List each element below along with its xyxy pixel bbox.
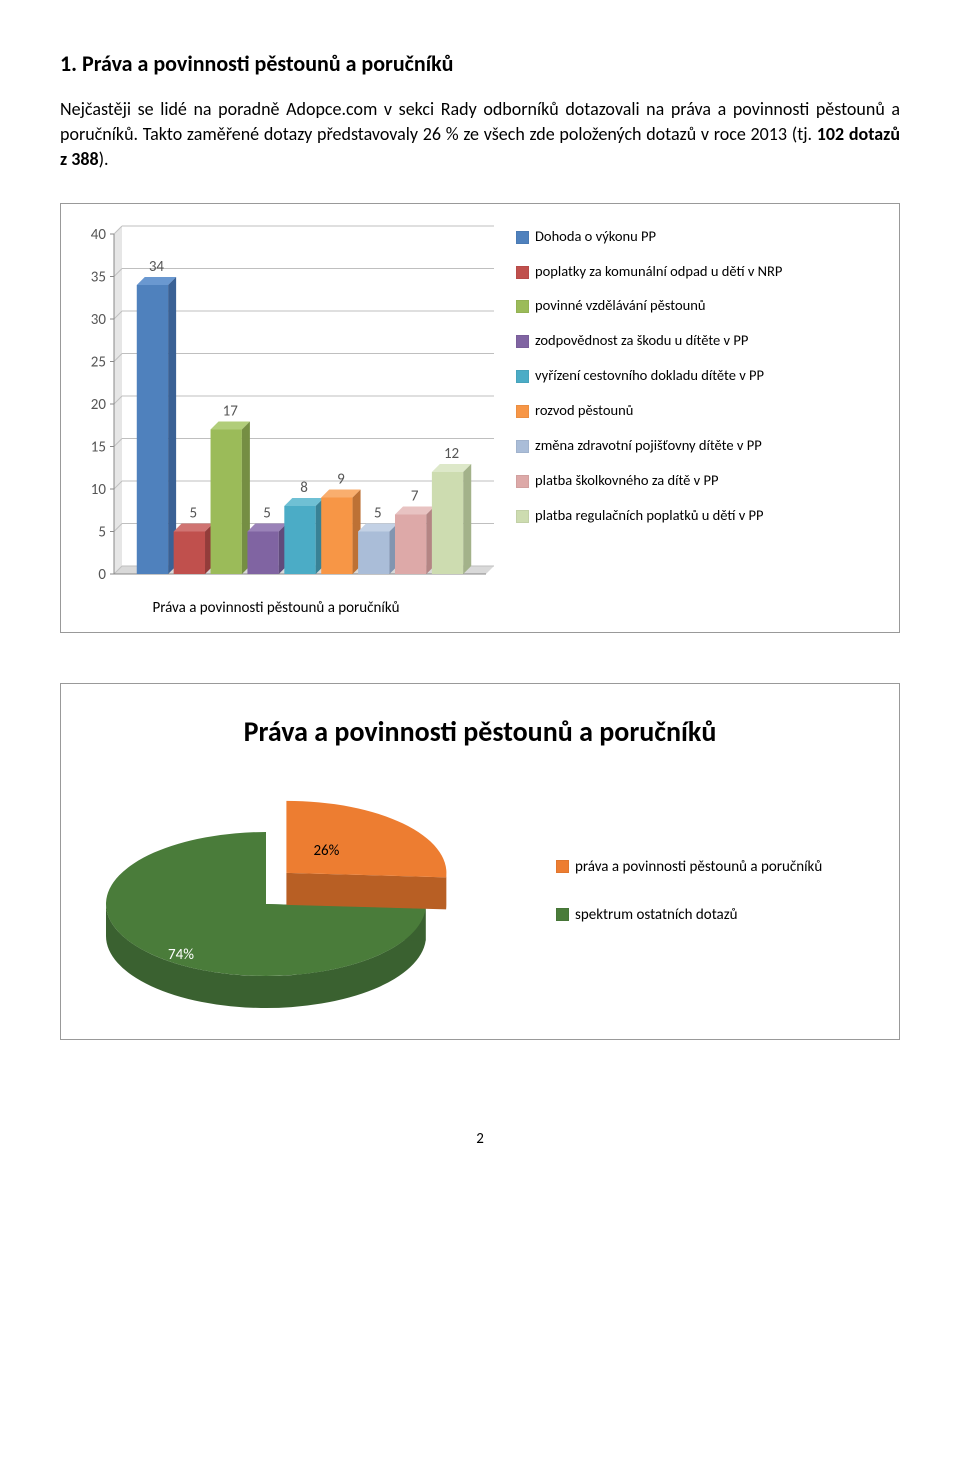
legend-label: změna zdravotní pojišťovny dítěte v PP	[535, 438, 762, 454]
legend-swatch	[516, 405, 529, 418]
svg-text:0: 0	[98, 566, 106, 584]
legend-item: vyřízení cestovního dokladu dítěte v PP	[516, 368, 782, 384]
legend-swatch	[516, 440, 529, 453]
legend-item: spektrum ostatních dotazů	[556, 906, 822, 924]
svg-text:12: 12	[444, 445, 459, 463]
legend-swatch	[516, 231, 529, 244]
legend-item: povinné vzdělávání pěstounů	[516, 298, 782, 314]
legend-label: platba školkovného za dítě v PP	[535, 473, 718, 489]
legend-label: poplatky za komunální odpad u dětí v NRP	[535, 264, 782, 280]
pie-chart-legend: práva a povinnosti pěstounů a poručníků s…	[556, 858, 822, 954]
legend-item: Dohoda o výkonu PP	[516, 229, 782, 245]
svg-text:10: 10	[91, 481, 107, 499]
page-number: 2	[60, 1130, 900, 1148]
legend-swatch	[516, 370, 529, 383]
svg-text:8: 8	[300, 479, 308, 497]
svg-text:9: 9	[337, 470, 345, 488]
section-title: 1. Práva a povinnosti pěstounů a poruční…	[60, 50, 900, 77]
svg-text:5: 5	[374, 504, 382, 522]
legend-swatch	[516, 300, 529, 313]
svg-text:20: 20	[91, 396, 107, 414]
svg-text:5: 5	[190, 504, 198, 522]
legend-item: poplatky za komunální odpad u dětí v NRP	[516, 264, 782, 280]
svg-text:17: 17	[223, 402, 239, 420]
legend-label: vyřízení cestovního dokladu dítěte v PP	[535, 368, 764, 384]
legend-label: zodpovědnost za škodu u dítěte v PP	[535, 333, 748, 349]
legend-label: povinné vzdělávání pěstounů	[535, 298, 706, 314]
legend-label: platba regulačních poplatků u dětí v PP	[535, 508, 764, 524]
svg-text:7: 7	[411, 487, 419, 505]
legend-item: práva a povinnosti pěstounů a poručníků	[556, 858, 822, 876]
legend-item: změna zdravotní pojišťovny dítěte v PP	[516, 438, 782, 454]
svg-text:5: 5	[263, 504, 271, 522]
legend-swatch	[556, 860, 569, 873]
legend-label: rozvod pěstounů	[535, 403, 633, 419]
svg-text:26%: 26%	[313, 841, 339, 859]
bar-chart-legend: Dohoda o výkonu PP poplatky za komunální …	[516, 224, 782, 617]
legend-swatch	[516, 335, 529, 348]
legend-item: platba školkovného za dítě v PP	[516, 473, 782, 489]
legend-swatch	[516, 510, 529, 523]
legend-item: rozvod pěstounů	[516, 403, 782, 419]
pie-chart-title: Práva a povinnosti pěstounů a poručníků	[76, 714, 884, 749]
legend-swatch	[516, 266, 529, 279]
svg-text:74%: 74%	[168, 946, 194, 964]
svg-text:35: 35	[91, 268, 106, 286]
legend-item: platba regulačních poplatků u dětí v PP	[516, 508, 782, 524]
section-paragraph: Nejčastěji se lidé na poradně Adopce.com…	[60, 97, 900, 173]
legend-label: Dohoda o výkonu PP	[535, 229, 656, 245]
bar-chart-x-label: Práva a povinnosti pěstounů a poručníků	[76, 599, 476, 617]
legend-label: práva a povinnosti pěstounů a poručníků	[575, 858, 822, 876]
svg-text:30: 30	[91, 311, 107, 329]
svg-text:34: 34	[149, 258, 165, 276]
svg-text:5: 5	[98, 523, 106, 541]
bar-chart-container: 0 5 10 15 20 25 30 35 40 34 5 17 5 8 9 5 7 12 Práva a pov…	[60, 203, 900, 633]
svg-text:25: 25	[91, 353, 106, 371]
legend-label: spektrum ostatních dotazů	[575, 906, 738, 924]
legend-swatch	[516, 475, 529, 488]
svg-text:40: 40	[91, 226, 107, 244]
bar-chart-plot: 0 5 10 15 20 25 30 35 40 34 5 17 5 8 9 5 7 12 Práva a pov…	[76, 224, 496, 617]
svg-text:15: 15	[91, 438, 106, 456]
pie-chart-container: Práva a povinnosti pěstounů a poručníků …	[60, 683, 900, 1040]
legend-swatch	[556, 908, 569, 921]
legend-item: zodpovědnost za škodu u dítěte v PP	[516, 333, 782, 349]
pie-chart-plot: 26% 74%	[76, 789, 486, 1024]
